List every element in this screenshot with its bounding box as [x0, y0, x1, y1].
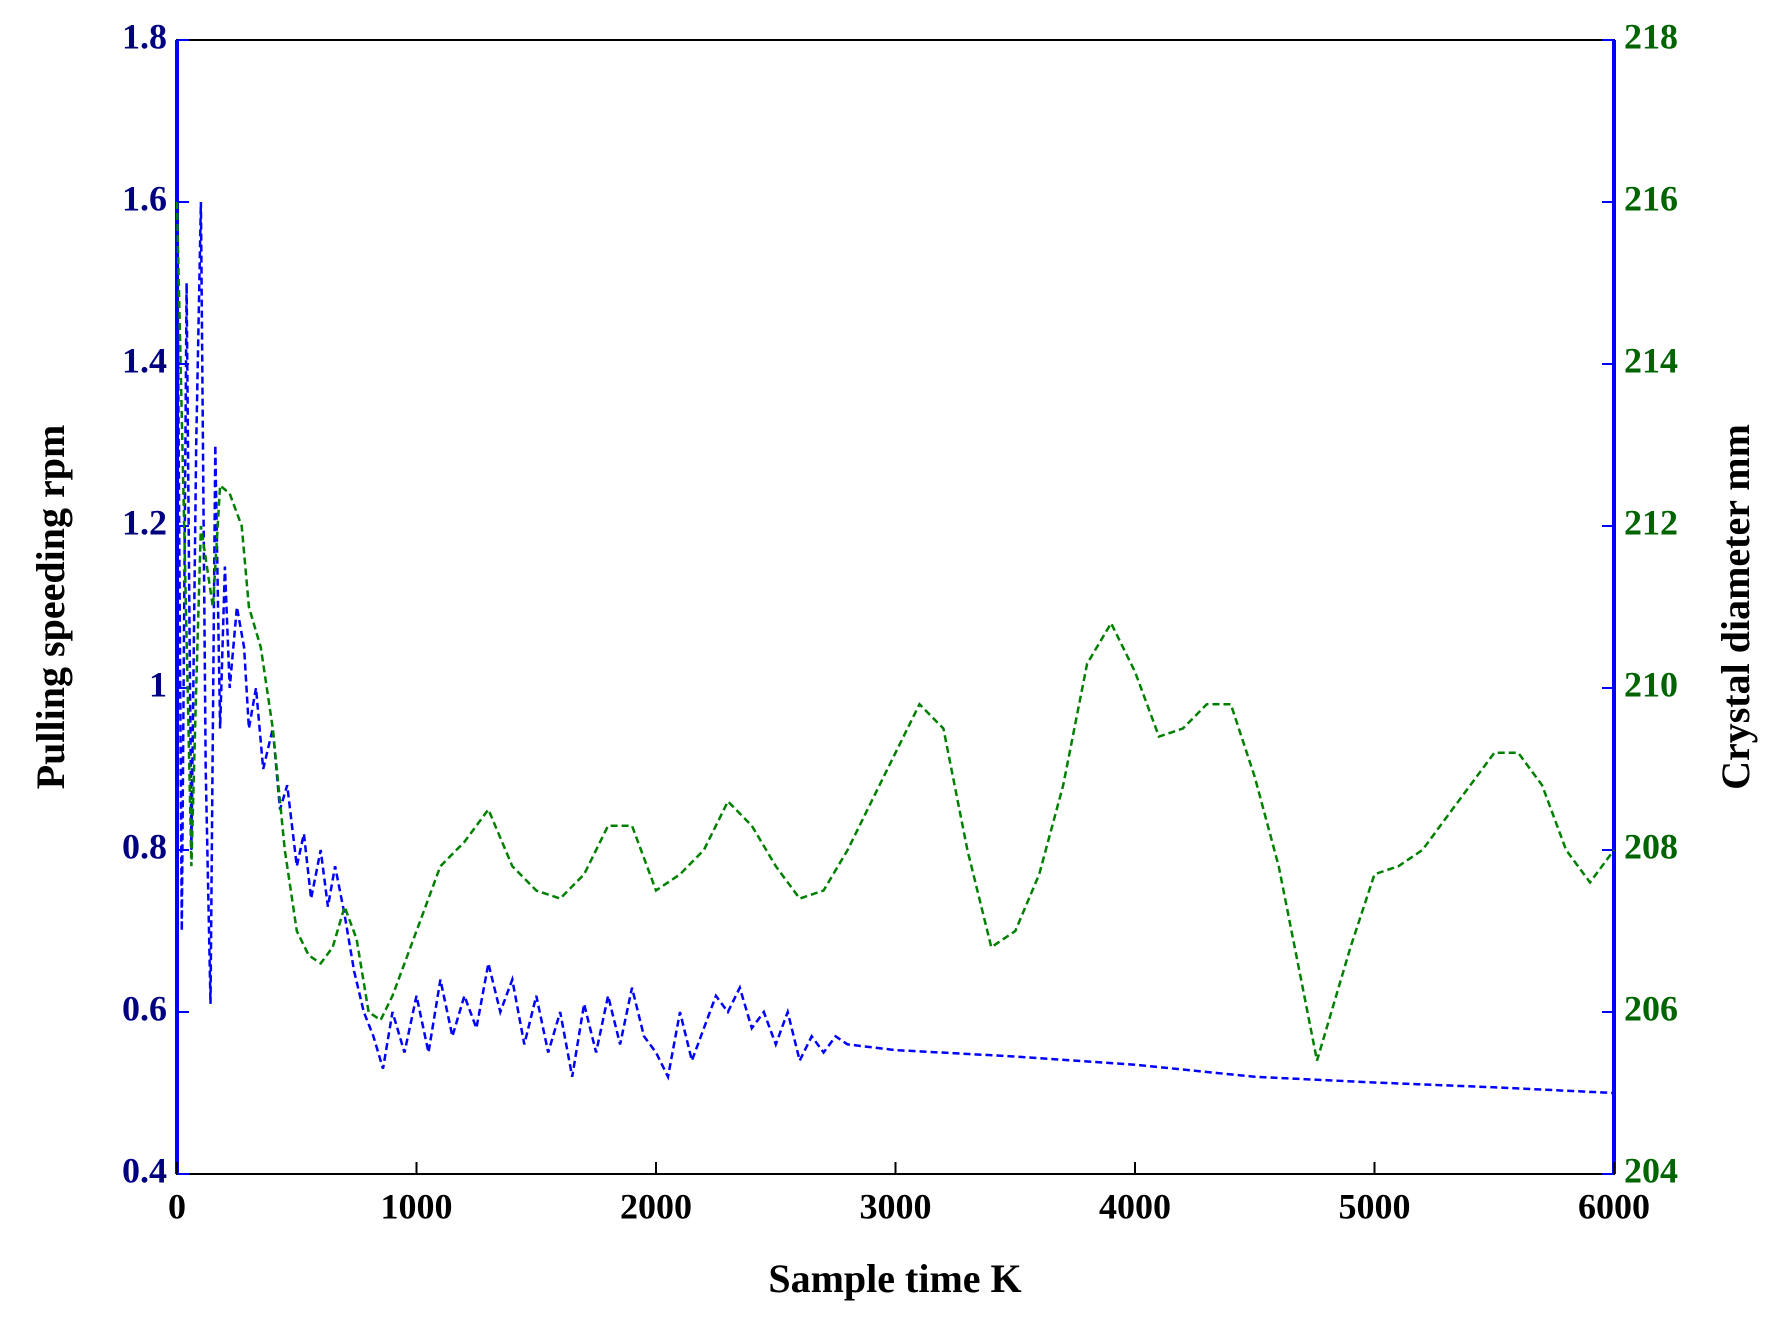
y2-tick-label: 212 — [1624, 502, 1678, 542]
x-tick-label: 1000 — [381, 1186, 453, 1226]
x-axis-title: Sample time K — [768, 1256, 1021, 1301]
y-tick-label: 0.8 — [122, 826, 167, 866]
y-axis-title: Pulling speeding rpm — [28, 425, 73, 790]
y-tick-label: 1.6 — [122, 178, 167, 218]
y2-tick-label: 204 — [1624, 1150, 1678, 1190]
x-tick-label: 3000 — [860, 1186, 932, 1226]
y-tick-label: 1.8 — [122, 16, 167, 56]
data-line — [175, 201, 1616, 1061]
x-tick-label: 5000 — [1339, 1186, 1411, 1226]
y2-tick-label: 218 — [1624, 16, 1678, 56]
y2-tick-label: 210 — [1624, 664, 1678, 704]
y-tick-label: 1 — [149, 664, 167, 704]
x-tick-label: 4000 — [1099, 1186, 1171, 1226]
y2-tick-label: 216 — [1624, 178, 1678, 218]
y-tick-label: 0.6 — [122, 988, 167, 1028]
plot-frame — [176, 39, 1615, 1175]
x-tick-label: 2000 — [620, 1186, 692, 1226]
y2-tick-label: 206 — [1624, 988, 1678, 1028]
y2-tick-label: 208 — [1624, 826, 1678, 866]
x-tick-label: 0 — [168, 1186, 186, 1226]
x-tick-label: 6000 — [1578, 1186, 1650, 1226]
y-tick-label: 1.4 — [122, 340, 167, 380]
y2-axis-title: Crystal diameter mm — [1713, 424, 1758, 790]
y-tick-label: 0.4 — [122, 1150, 167, 1190]
y2-tick-label: 214 — [1624, 340, 1678, 380]
data-line — [175, 185, 1615, 1095]
y-tick-label: 1.2 — [122, 502, 167, 542]
